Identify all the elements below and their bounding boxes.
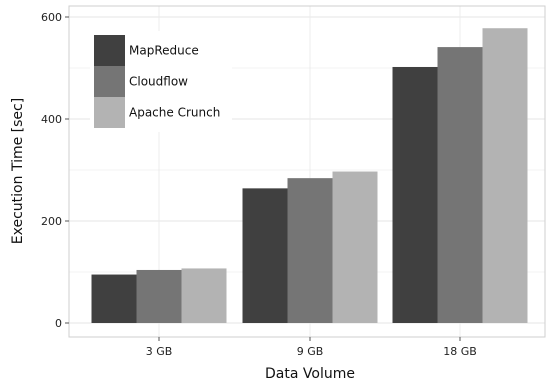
x-tick-label: 18 GB bbox=[443, 345, 477, 358]
bar-apache-crunch bbox=[181, 268, 227, 323]
legend-label: MapReduce bbox=[129, 44, 199, 58]
x-tick-label: 3 GB bbox=[146, 345, 173, 358]
bar-apache-crunch bbox=[482, 28, 528, 323]
axes: 0 200 400 600 3 GB 9 GB 18 GB bbox=[41, 11, 477, 358]
legend-swatch bbox=[94, 35, 125, 66]
legend-label: Cloudflow bbox=[129, 75, 188, 89]
bar-apache-crunch bbox=[332, 171, 378, 323]
y-tick-label: 0 bbox=[55, 317, 62, 330]
bar-cloudflow bbox=[136, 269, 182, 323]
bar-cloudflow bbox=[437, 47, 483, 324]
bar-mapreduce bbox=[392, 66, 438, 323]
plot-border bbox=[68, 5, 546, 338]
legend-label: Apache Crunch bbox=[129, 106, 220, 120]
legend-swatch bbox=[94, 97, 125, 128]
y-tick-label: 600 bbox=[41, 11, 62, 24]
bar-mapreduce bbox=[91, 274, 137, 323]
x-tick-label: 9 GB bbox=[297, 345, 324, 358]
x-axis-title: Data Volume bbox=[265, 366, 355, 381]
y-axis-title: Execution Time [sec] bbox=[10, 98, 26, 244]
bar-cloudflow bbox=[287, 178, 333, 323]
bar-mapreduce bbox=[242, 188, 288, 323]
y-tick-label: 400 bbox=[41, 113, 62, 126]
bars bbox=[91, 28, 528, 324]
legend-swatch bbox=[94, 66, 125, 97]
legend: MapReduce Cloudflow Apache Crunch bbox=[90, 31, 232, 132]
y-tick-label: 200 bbox=[41, 215, 62, 228]
